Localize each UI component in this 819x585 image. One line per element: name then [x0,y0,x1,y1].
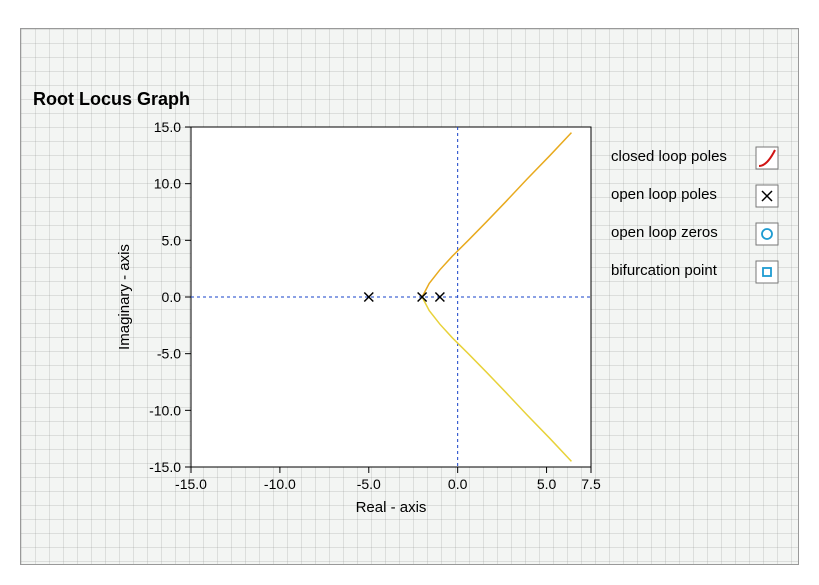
y-axis-label: Imaginary - axis [116,244,133,350]
xtick-label: 0.0 [448,476,468,492]
chart-title: Root Locus Graph [33,89,190,110]
ytick-label: 10.0 [154,176,181,192]
xtick-label: -15.0 [175,476,207,492]
xtick-label: -5.0 [357,476,381,492]
ytick-label: 15.0 [154,119,181,135]
legend-swatch [756,261,778,283]
legend-label: open loop zeros [611,224,718,241]
xtick-label: 5.0 [537,476,557,492]
legend-label: bifurcation point [611,262,718,279]
ytick-label: -10.0 [149,402,181,418]
ytick-label: 0.0 [162,289,182,305]
x-axis-label: Real - axis [356,499,427,516]
legend-label: open loop poles [611,186,717,203]
xtick-label: -10.0 [264,476,296,492]
root-locus-chart: -15.0 -10.0 -5.0 0.0 5.0 7.5 -15.0 -10.0 -5.0 0.0… [91,117,791,547]
ytick-label: -5.0 [157,346,181,362]
legend-label: closed loop poles [611,148,727,165]
xtick-label: 7.5 [581,476,601,492]
ytick-label: -15.0 [149,459,181,475]
legend-swatch [756,223,778,245]
ytick-label: 5.0 [162,232,182,248]
graph-panel: Root Locus Graph -15.0 -10.0 -5.0 0.0 5.0 7.5… [20,28,799,565]
